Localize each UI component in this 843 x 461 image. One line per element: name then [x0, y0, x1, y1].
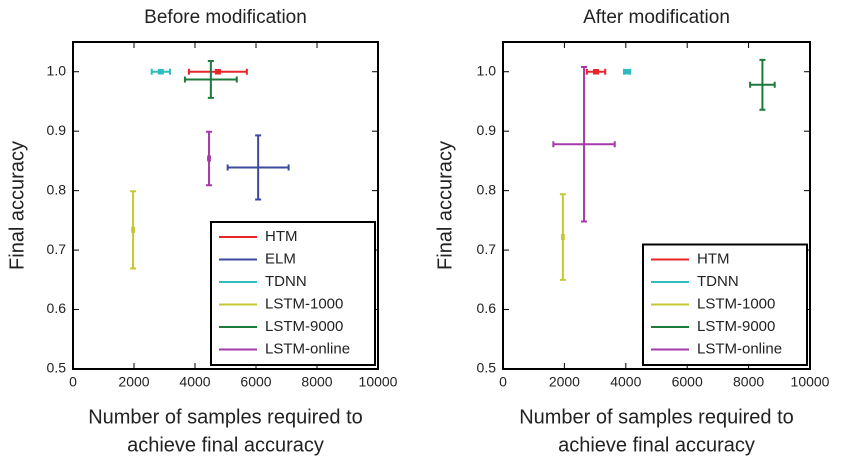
chart-title: After modification: [583, 7, 730, 28]
x-tick-label: 6000: [240, 374, 271, 390]
x-tick-label: 4000: [179, 374, 210, 390]
x-error-bar: [622, 68, 632, 75]
x-tick-label: 8000: [301, 374, 332, 390]
x-error-bar: [150, 68, 171, 75]
x-error-bar: [207, 155, 211, 162]
legend-label: TDNN: [697, 273, 739, 290]
legend-label: HTM: [697, 250, 730, 267]
x-tick-label: 4000: [610, 374, 641, 390]
y-tick-label: 0.8: [477, 181, 497, 197]
y-tick-label: 0.6: [477, 300, 497, 316]
x-error-bar: [552, 141, 616, 148]
legend-label: LSTM-1000: [265, 295, 343, 312]
legend-box: [210, 221, 376, 366]
x-tick-label: 2000: [118, 374, 149, 390]
y-tick-label: 0.5: [47, 360, 67, 376]
legend-label: LSTM-1000: [697, 295, 775, 312]
x-tick-label: 10000: [359, 374, 398, 390]
legend-label: ELM: [265, 250, 296, 267]
legend-label: TDNN: [265, 273, 307, 290]
x-axis-label: Number of samples required to: [88, 406, 363, 428]
y-axis-label: Final accuracy: [434, 141, 456, 270]
y-tick-label: 1.0: [47, 62, 67, 78]
chart-title: Before modification: [144, 7, 307, 28]
y-tick-label: 0.9: [477, 122, 497, 138]
x-axis-label: Number of samples required to: [519, 406, 794, 428]
x-tick-label: 2000: [549, 374, 580, 390]
x-tick-label: 10000: [791, 374, 830, 390]
y-tick-label: 0.8: [47, 181, 67, 197]
plot-frame: [72, 41, 379, 370]
y-tick-label: 0.5: [477, 360, 497, 376]
legend-label: LSTM-online: [265, 340, 350, 357]
x-axis-label: achieve final accuracy: [127, 434, 324, 456]
x-error-bar: [560, 234, 565, 241]
y-tick-label: 0.9: [47, 122, 67, 138]
x-tick-label: 8000: [733, 374, 764, 390]
plot-frame: [502, 41, 811, 370]
y-tick-label: 1.0: [477, 62, 497, 78]
x-error-bar: [749, 81, 776, 88]
x-error-bar: [226, 164, 290, 171]
x-tick-label: 6000: [672, 374, 703, 390]
x-error-bar: [187, 68, 248, 75]
legend-label: LSTM-online: [697, 340, 782, 357]
x-axis-label: achieve final accuracy: [558, 434, 755, 456]
x-tick-label: 0: [499, 374, 507, 390]
x-error-bar: [183, 76, 238, 83]
x-error-bar: [131, 226, 135, 233]
y-tick-label: 0.7: [477, 241, 497, 257]
y-tick-label: 0.6: [47, 300, 67, 316]
x-error-bar: [585, 68, 607, 75]
y-axis-label: Final accuracy: [6, 141, 28, 270]
x-tick-label: 0: [69, 374, 77, 390]
y-tick-label: 0.7: [47, 241, 67, 257]
legend-label: LSTM-9000: [697, 318, 775, 335]
legend-label: LSTM-9000: [265, 318, 343, 335]
legend-label: HTM: [265, 228, 298, 245]
